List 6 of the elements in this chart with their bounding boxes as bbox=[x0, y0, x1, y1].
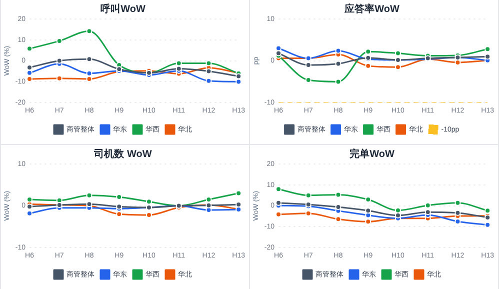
chart-title: 呼叫WoW bbox=[100, 2, 146, 15]
point bbox=[206, 60, 212, 66]
chart-title: 完单WoW bbox=[350, 148, 395, 160]
chart-title: 应答率WoW bbox=[344, 2, 400, 15]
point bbox=[394, 212, 401, 218]
chart-title: 司机数 WoW bbox=[93, 148, 152, 160]
